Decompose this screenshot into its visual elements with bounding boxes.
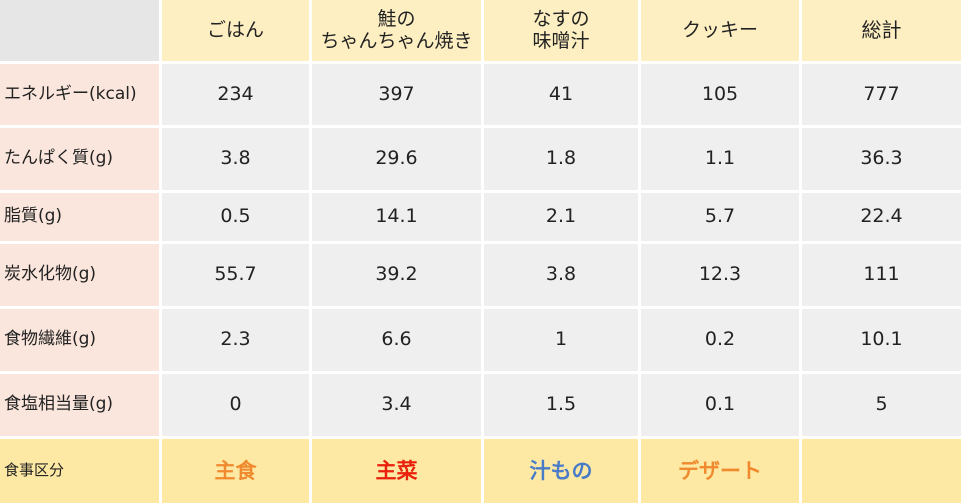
table-cell: 1 <box>484 309 638 371</box>
row-label-fat: 脂質(g) <box>0 193 159 241</box>
column-header-total: 総計 <box>802 0 961 61</box>
table-cell: 3.8 <box>484 244 638 306</box>
table-cell-total: 36.3 <box>802 128 961 190</box>
table-cell: 0.1 <box>641 374 799 436</box>
corner-cell <box>0 0 159 61</box>
table-cell: 41 <box>484 64 638 125</box>
table-cell: 2.3 <box>162 309 309 371</box>
category-dessert: デザート <box>641 439 799 503</box>
table-cell: 0.5 <box>162 193 309 241</box>
table-cell-total: 111 <box>802 244 961 306</box>
table-cell: 234 <box>162 64 309 125</box>
row-label-dietary-fiber: 食物繊維(g) <box>0 309 159 371</box>
table-cell: 105 <box>641 64 799 125</box>
table-cell-total: 22.4 <box>802 193 961 241</box>
table-cell: 55.7 <box>162 244 309 306</box>
table-cell-total: 10.1 <box>802 309 961 371</box>
table-cell: 39.2 <box>312 244 481 306</box>
category-soup: 汁もの <box>484 439 638 503</box>
table-cell: 29.6 <box>312 128 481 190</box>
table-cell: 5.7 <box>641 193 799 241</box>
table-cell: 397 <box>312 64 481 125</box>
column-header-rice: ごはん <box>162 0 309 61</box>
row-label-carbohydrate: 炭水化物(g) <box>0 244 159 306</box>
table-cell: 0 <box>162 374 309 436</box>
row-label-salt: 食塩相当量(g) <box>0 374 159 436</box>
table-cell: 0.2 <box>641 309 799 371</box>
row-label-protein: たんぱく質(g) <box>0 128 159 190</box>
category-staple: 主食 <box>162 439 309 503</box>
row-label-meal-category: 食事区分 <box>0 439 159 503</box>
table-cell-total: 5 <box>802 374 961 436</box>
table-cell-total: 777 <box>802 64 961 125</box>
table-cell: 2.1 <box>484 193 638 241</box>
category-total-empty <box>802 439 961 503</box>
table-cell: 1.5 <box>484 374 638 436</box>
table-cell: 12.3 <box>641 244 799 306</box>
table-cell: 3.8 <box>162 128 309 190</box>
column-header-cookie: クッキー <box>641 0 799 61</box>
table-cell: 1.8 <box>484 128 638 190</box>
column-header-miso-soup: なすの 味噌汁 <box>484 0 638 61</box>
category-main-dish: 主菜 <box>312 439 481 503</box>
table-cell: 3.4 <box>312 374 481 436</box>
table-cell: 1.1 <box>641 128 799 190</box>
table-cell: 14.1 <box>312 193 481 241</box>
column-header-salmon: 鮭の ちゃんちゃん焼き <box>312 0 481 61</box>
row-label-energy: エネルギー(kcal) <box>0 64 159 125</box>
table-cell: 6.6 <box>312 309 481 371</box>
